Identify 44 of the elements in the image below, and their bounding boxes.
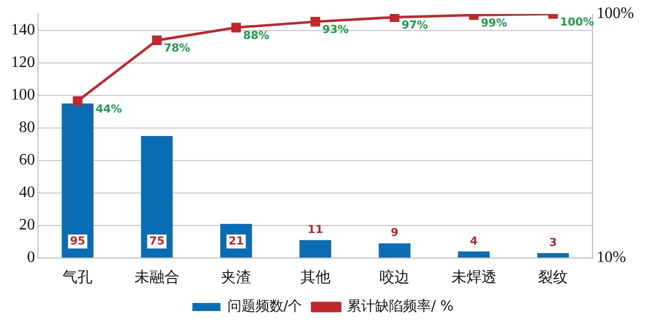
x-tick-label: 气孔 xyxy=(62,268,93,286)
data-label: 100% xyxy=(560,15,594,28)
x-tick-label: 裂纹 xyxy=(538,268,568,286)
bar xyxy=(537,253,569,258)
data-label: 99% xyxy=(480,16,508,30)
y-tick-label: 120 xyxy=(11,54,35,72)
y-tick-label: 0 xyxy=(27,249,35,266)
y-tick-label: 40 xyxy=(19,184,35,202)
y2-tick-label: 100% xyxy=(596,5,634,22)
bar xyxy=(458,251,490,258)
x-tick-label: 咬边 xyxy=(380,268,410,286)
data-label: 44% xyxy=(96,102,122,116)
data-label: 95 xyxy=(70,234,86,248)
x-tick-label: 未融合 xyxy=(134,268,180,286)
bar xyxy=(141,136,173,258)
point xyxy=(310,16,320,26)
legend-label: 问题频数/个 xyxy=(227,298,302,315)
data-label: 97% xyxy=(402,18,428,32)
data-label: 11 xyxy=(308,222,323,236)
data-label: 78% xyxy=(164,42,190,55)
y-tick-label: 60 xyxy=(19,152,35,169)
bar xyxy=(62,103,94,258)
data-label: 4 xyxy=(470,234,478,248)
data-label: 21 xyxy=(228,234,244,248)
bar xyxy=(378,243,410,258)
x-tick-label: 夹渣 xyxy=(221,268,252,286)
point xyxy=(72,96,82,106)
y-tick-label: 100 xyxy=(11,86,35,104)
legend-label: 累计缺陷频率/ % xyxy=(347,298,454,315)
y-tick-label: 140 xyxy=(11,21,35,38)
data-label: 3 xyxy=(549,236,557,249)
bar xyxy=(299,240,332,258)
data-label: 9 xyxy=(390,226,398,240)
x-tick-label: 未焊透 xyxy=(451,268,496,286)
y-tick-label: 80 xyxy=(19,119,35,136)
y2-tick-label: 10% xyxy=(596,249,626,266)
point xyxy=(231,22,241,32)
point xyxy=(390,14,400,22)
data-label: 88% xyxy=(243,28,270,42)
x-tick-label: 其他 xyxy=(300,268,330,286)
point xyxy=(152,36,162,46)
data-label: 93% xyxy=(322,23,349,36)
y-tick-label: 20 xyxy=(19,216,35,234)
data-label: 75 xyxy=(149,234,165,248)
